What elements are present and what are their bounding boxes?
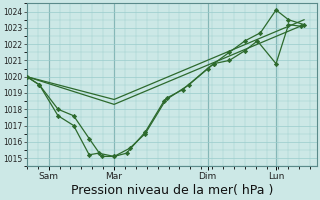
X-axis label: Pression niveau de la mer( hPa ): Pression niveau de la mer( hPa ) bbox=[70, 184, 273, 197]
